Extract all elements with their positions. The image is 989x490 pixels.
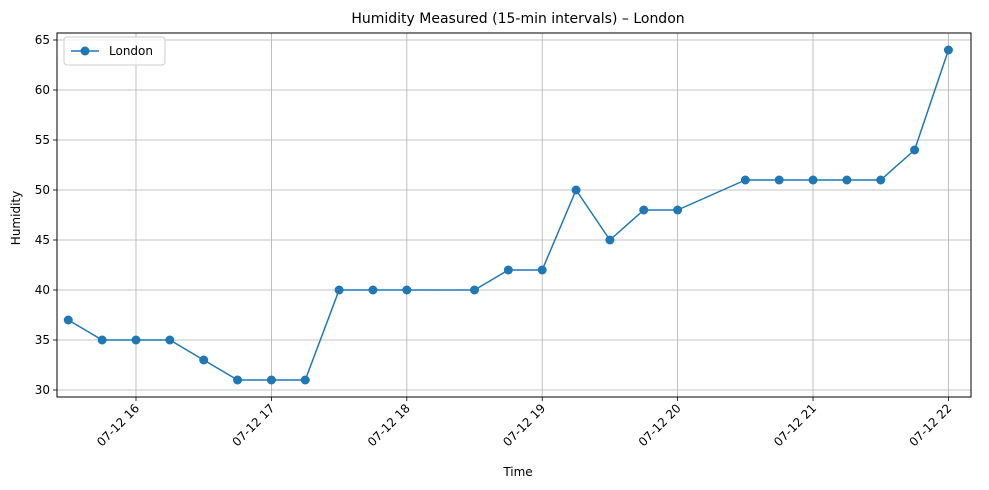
data-point — [199, 355, 209, 365]
y-tick-label: 50 — [35, 183, 50, 197]
series-layer — [63, 45, 953, 385]
data-point — [233, 375, 243, 385]
data-point — [334, 285, 344, 295]
y-tick-label: 65 — [35, 33, 50, 47]
data-point — [876, 175, 886, 185]
legend-box — [63, 36, 166, 66]
data-point — [808, 175, 818, 185]
legend: London — [63, 36, 166, 66]
data-point — [639, 205, 649, 215]
data-point — [165, 335, 175, 345]
data-point — [842, 175, 852, 185]
data-point — [503, 265, 513, 275]
data-point — [910, 145, 920, 155]
data-point — [131, 335, 141, 345]
data-point — [537, 265, 547, 275]
grid — [57, 33, 971, 397]
chart-title: Humidity Measured (15-min intervals) – L… — [351, 11, 684, 27]
data-point — [402, 285, 412, 295]
data-point — [266, 375, 276, 385]
y-tick-label: 45 — [35, 233, 50, 247]
data-point — [97, 335, 107, 345]
y-tick-label: 35 — [35, 333, 50, 347]
data-point — [673, 205, 683, 215]
plot-frame — [56, 32, 972, 398]
x-axis-label: Time — [502, 465, 532, 479]
data-point — [571, 185, 581, 195]
legend-label-london: London — [109, 44, 153, 58]
data-point — [470, 285, 480, 295]
y-tick-label: 30 — [35, 383, 50, 397]
y-tick-label: 40 — [35, 283, 50, 297]
data-point — [740, 175, 750, 185]
data-point — [943, 45, 953, 55]
y-tick-label: 60 — [35, 83, 50, 97]
data-point — [774, 175, 784, 185]
legend-marker — [80, 46, 90, 56]
y-tick-label: 55 — [35, 133, 50, 147]
data-point — [368, 285, 378, 295]
y-axis-label: Humidity — [9, 191, 23, 245]
data-point — [63, 315, 73, 325]
data-point — [605, 235, 615, 245]
data-point — [300, 375, 310, 385]
